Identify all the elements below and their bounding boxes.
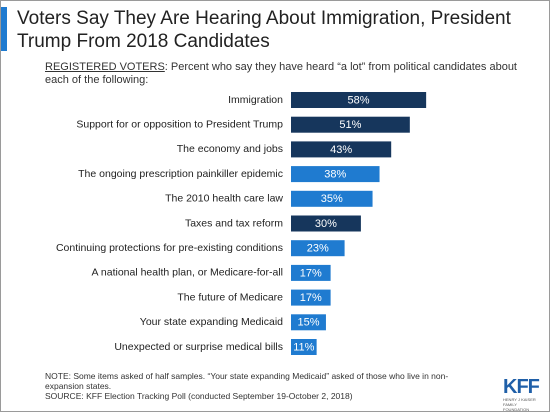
logo-subtext: HENRY J KAISER FAMILY FOUNDATION <box>503 397 536 412</box>
category-label: The 2010 health care law <box>165 193 283 205</box>
category-label: Continuing protections for pre-existing … <box>56 242 283 254</box>
category-label: The ongoing prescription painkiller epid… <box>78 168 283 180</box>
note: NOTE: Some items asked of half samples. … <box>45 371 449 391</box>
bar <box>291 215 361 232</box>
logo-text: KFF <box>503 376 540 398</box>
value-label: 58% <box>348 94 370 106</box>
chart: Immigration 58% Support for or opposition … <box>56 92 427 355</box>
value-label: 35% <box>321 193 343 205</box>
value-label: 23% <box>307 243 329 255</box>
notes: NOTE: Some items asked of half samples. … <box>45 371 485 401</box>
category-label: The future of Medicare <box>177 291 283 303</box>
bar <box>291 289 331 306</box>
value-label: 17% <box>300 267 322 279</box>
category-label: Unexpected or surprise medical bills <box>114 341 283 353</box>
bar <box>291 92 427 108</box>
value-label: 38% <box>324 169 346 181</box>
category-label: Your state expanding Medicaid <box>140 316 283 328</box>
chart-title: Voters Say They Are Hearing About Immigr… <box>17 8 511 52</box>
title-accent <box>1 7 7 51</box>
category-label: A national health plan, or Medicare-for-… <box>92 267 283 279</box>
value-label: 11% <box>293 341 314 353</box>
category-label: Immigration <box>228 94 283 106</box>
bar <box>291 190 373 207</box>
subtitle-prefix: REGISTERED VOTERS <box>45 61 165 73</box>
category-label: The economy and jobs <box>177 143 283 155</box>
category-label: Support for or opposition to President T… <box>76 118 283 130</box>
value-label: 43% <box>330 144 352 156</box>
logo: KFF HENRY J KAISER FAMILY FOUNDATION <box>503 376 547 412</box>
bar <box>291 314 326 331</box>
source: SOURCE: KFF Election Tracking Poll (cond… <box>45 391 353 401</box>
subtitle: REGISTERED VOTERS: Percent who say they … <box>45 61 535 87</box>
bar <box>291 116 410 133</box>
value-label: 17% <box>300 292 322 304</box>
bar <box>291 166 380 183</box>
value-label: 51% <box>339 119 361 131</box>
subtitle-text: : Percent who say they have heard “a lot… <box>45 61 517 86</box>
bar <box>291 264 331 281</box>
category-label: Taxes and tax reform <box>185 217 283 229</box>
value-label: 15% <box>297 317 319 329</box>
bar <box>291 141 392 158</box>
bar <box>291 339 317 355</box>
value-label: 30% <box>315 218 337 230</box>
bar <box>291 240 345 257</box>
